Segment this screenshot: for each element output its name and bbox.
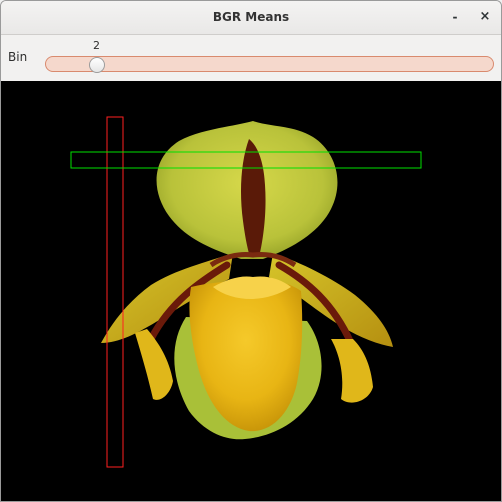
bin-slider-handle[interactable] (89, 57, 105, 73)
image-svg (70, 116, 422, 468)
pouch (189, 280, 303, 432)
left-petal (101, 253, 233, 343)
bin-label: Bin (8, 50, 28, 64)
title-bar[interactable]: BGR Means - × (1, 1, 501, 35)
controls-panel: Bin 2 (1, 35, 501, 81)
staminode (213, 276, 291, 299)
orchid-image (101, 121, 393, 440)
window-title: BGR Means (212, 10, 290, 24)
column-spots (209, 252, 297, 268)
minimize-button[interactable]: - (452, 10, 458, 24)
left-petal-tip (135, 329, 173, 400)
left-petal-stripe (147, 261, 231, 343)
bin-slider-track[interactable] (45, 56, 494, 72)
right-petal-stripe (275, 261, 355, 347)
horizontal-roi-box[interactable] (70, 151, 422, 169)
vertical-roi-box[interactable] (106, 116, 124, 468)
right-petal-tip (331, 339, 373, 403)
bin-value: 2 (93, 39, 100, 52)
close-button[interactable]: × (479, 9, 491, 24)
image-canvas[interactable] (1, 81, 501, 501)
